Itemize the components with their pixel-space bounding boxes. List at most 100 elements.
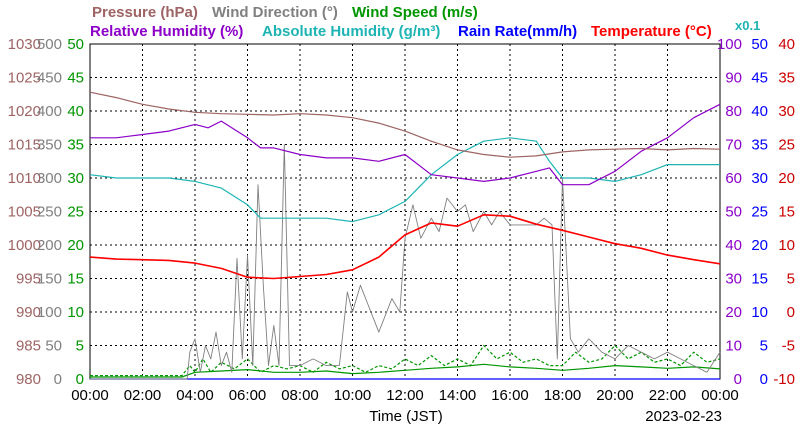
legend-humidity: Relative Humidity (%): [90, 23, 243, 40]
ytick-rain-rate: 35: [751, 137, 768, 154]
ytick-temperature: 5: [787, 271, 795, 288]
legend-wind-speed: Wind Speed (m/s): [352, 4, 478, 21]
ytick-wind-direction: 200: [37, 237, 62, 254]
xtick-label: 16:00: [491, 387, 529, 404]
xtick-label: 00:00: [701, 387, 739, 404]
ytick-wind-direction: 500: [37, 36, 62, 53]
ytick-temperature: 30: [778, 103, 795, 120]
xtick-label: 00:00: [71, 387, 109, 404]
ytick-temperature: 40: [778, 36, 795, 53]
ytick-temperature: -10: [773, 371, 795, 388]
series-wind-speed: [90, 344, 721, 377]
xtick-label: 04:00: [176, 387, 214, 404]
ytick-rain-rate: 50: [751, 36, 768, 53]
series-pressure: [89, 91, 721, 158]
ytick-wind-speed: 5: [76, 338, 84, 355]
ytick-humidity: 30: [725, 271, 742, 288]
ytick-humidity: 0: [734, 371, 742, 388]
ytick-wind-speed: 45: [67, 70, 84, 87]
ytick-wind-speed: 25: [67, 204, 84, 221]
xtick-label: 14:00: [439, 387, 477, 404]
xtick-label: 06:00: [229, 387, 267, 404]
ytick-pressure: 1025: [8, 70, 41, 87]
y-axis-ticks: 1030102510201015101010051000995990985980…: [8, 36, 795, 388]
ytick-rain-rate: 0: [760, 371, 768, 388]
ytick-rain-rate: 10: [751, 304, 768, 321]
ytick-wind-speed: 50: [67, 36, 84, 53]
ytick-wind-speed: 10: [67, 304, 84, 321]
ytick-pressure: 985: [16, 338, 41, 355]
ytick-humidity: 50: [725, 204, 742, 221]
ytick-pressure: 1015: [8, 137, 41, 154]
ytick-rain-rate: 20: [751, 237, 768, 254]
legend-abs-humidity: Absolute Humidity (g/m³): [262, 23, 440, 40]
ytick-pressure: 1030: [8, 36, 41, 53]
ytick-wind-speed: 35: [67, 137, 84, 154]
x-axis-ticks: 00:00 02:00 04:00 06:00 08:00 10:00 12:00 14:00…: [71, 387, 739, 404]
ytick-wind-speed: 30: [67, 170, 84, 187]
xtick-label: 18:00: [544, 387, 582, 404]
ytick-rain-rate: 45: [751, 70, 768, 87]
ytick-wind-direction: 100: [37, 304, 62, 321]
ytick-pressure: 990: [16, 304, 41, 321]
series-temperature: [89, 214, 721, 280]
ytick-pressure: 1010: [8, 170, 41, 187]
legend-rain-rate: Rain Rate(mm/h): [458, 23, 577, 40]
chart-date: 2023-02-23: [645, 408, 722, 425]
gridlines: [90, 44, 720, 379]
ytick-pressure: 995: [16, 271, 41, 288]
ytick-pressure: 1005: [8, 204, 41, 221]
xtick-label: 12:00: [386, 387, 424, 404]
ytick-humidity: 100: [717, 36, 742, 53]
ytick-humidity: 40: [725, 237, 742, 254]
ytick-humidity: 20: [725, 304, 742, 321]
ytick-temperature: 35: [778, 70, 795, 87]
xtick-label: 02:00: [124, 387, 162, 404]
series-layer: [89, 91, 721, 380]
ytick-wind-speed: 20: [67, 237, 84, 254]
ytick-temperature: -5: [782, 338, 795, 355]
xtick-label: 22:00: [649, 387, 687, 404]
series-wind-direction: [90, 144, 721, 380]
ytick-rain-rate: 30: [751, 170, 768, 187]
ytick-rain-rate: 15: [751, 271, 768, 288]
legend-temperature: Temperature (°C): [591, 23, 712, 40]
ytick-wind-direction: 400: [37, 103, 62, 120]
ytick-wind-direction: 350: [37, 137, 62, 154]
ytick-wind-direction: 450: [37, 70, 62, 87]
ytick-wind-direction: 50: [45, 338, 62, 355]
ytick-humidity: 60: [725, 170, 742, 187]
ytick-wind-direction: 250: [37, 204, 62, 221]
ytick-rain-rate: 40: [751, 103, 768, 120]
ytick-rain-rate: 5: [760, 338, 768, 355]
ytick-temperature: 15: [778, 204, 795, 221]
ytick-wind-speed: 15: [67, 271, 84, 288]
series-wind-speed-avg: [90, 363, 721, 378]
legend-abs-humidity-scale: x0.1: [735, 18, 760, 33]
series-humidity: [90, 103, 721, 186]
ytick-pressure: 980: [16, 371, 41, 388]
ytick-pressure: 1000: [8, 237, 41, 254]
xtick-label: 08:00: [281, 387, 319, 404]
ytick-temperature: 25: [778, 137, 795, 154]
ytick-temperature: 0: [787, 304, 795, 321]
series-abs-humidity: [89, 137, 720, 223]
legend-wind-direction: Wind Direction (°): [212, 4, 338, 21]
ytick-wind-direction: 0: [54, 371, 62, 388]
ytick-humidity: 70: [725, 137, 742, 154]
ytick-rain-rate: 25: [751, 204, 768, 221]
ytick-humidity: 90: [725, 70, 742, 87]
x-axis-label: Time (JST): [369, 408, 443, 425]
ytick-pressure: 1020: [8, 103, 41, 120]
ytick-temperature: 20: [778, 170, 795, 187]
ytick-humidity: 80: [725, 103, 742, 120]
ytick-humidity: 10: [725, 338, 742, 355]
ytick-wind-direction: 300: [37, 170, 62, 187]
xtick-label: 20:00: [596, 387, 634, 404]
xtick-label: 10:00: [334, 387, 372, 404]
ytick-wind-direction: 150: [37, 271, 62, 288]
ytick-wind-speed: 0: [76, 371, 84, 388]
ytick-wind-speed: 40: [67, 103, 84, 120]
ytick-temperature: 10: [778, 237, 795, 254]
